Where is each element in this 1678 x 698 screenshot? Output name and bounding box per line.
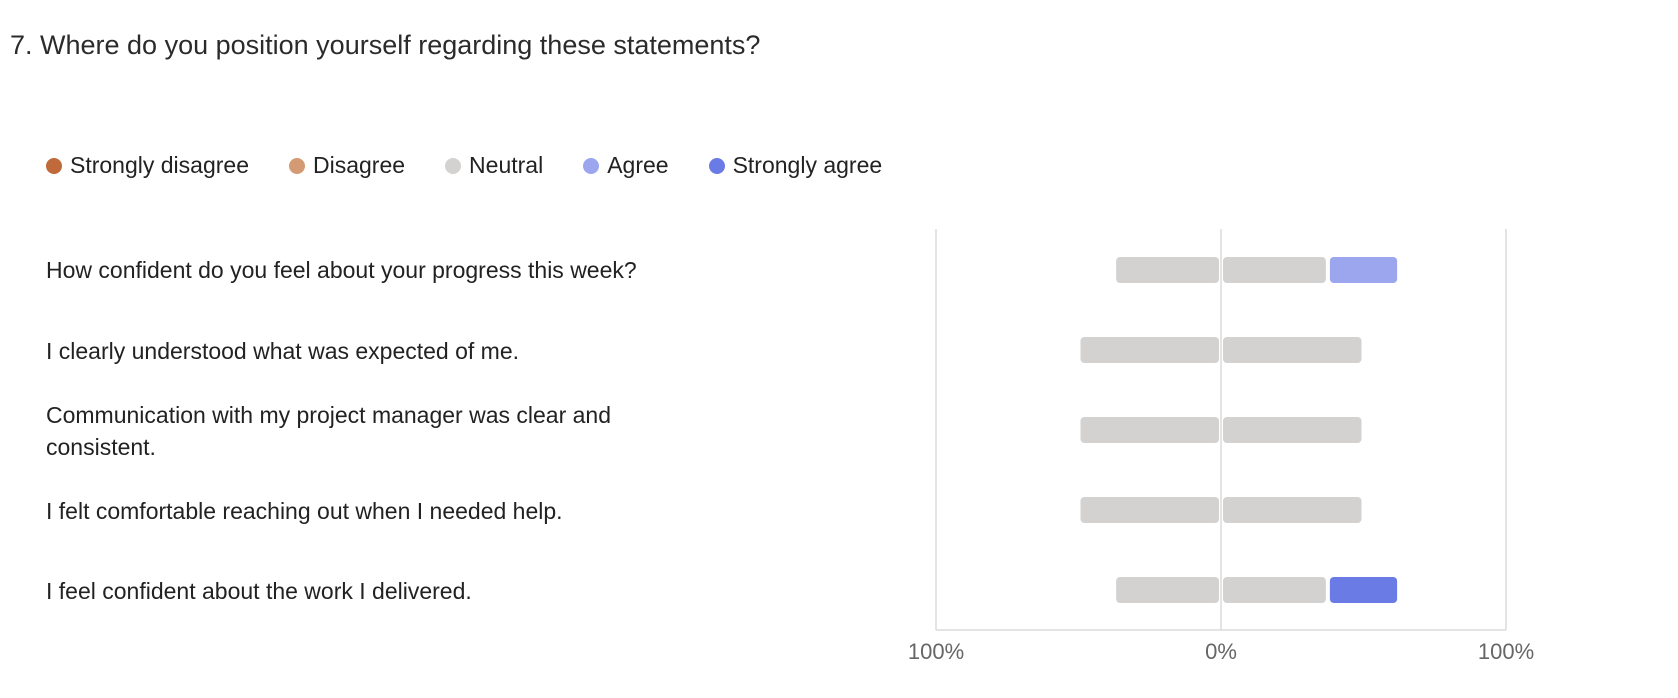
bar-neutral-row-2[interactable] (1223, 337, 1362, 363)
legend-dot-icon (445, 157, 462, 174)
statement-label: I clearly understood what was expected o… (46, 338, 520, 364)
legend-dot-icon (583, 157, 600, 174)
legend-label: Disagree (313, 152, 406, 178)
legend-label: Agree (607, 152, 669, 178)
bar-neutral-row-5[interactable] (1223, 577, 1326, 603)
legend-dot-icon (708, 157, 725, 174)
bar-agree-row-1[interactable] (1329, 257, 1398, 283)
x-tick-label: 100% (1478, 639, 1534, 664)
statement-label: How confident do you feel about your pro… (46, 257, 637, 283)
legend-label: Strongly disagree (70, 152, 249, 178)
bar-neutral-row-3[interactable] (1223, 417, 1362, 443)
statement-label: Communication with my project manager wa… (46, 402, 612, 460)
statement-label: I felt comfortable reaching out when I n… (46, 498, 563, 524)
legend-item-disagree[interactable]: Disagree (289, 152, 405, 179)
legend-label: Neutral (469, 152, 544, 178)
legend-label: Strongly agree (732, 152, 883, 178)
bar-neutral-row-4[interactable] (1223, 497, 1362, 523)
legend-dot-icon (46, 157, 62, 174)
bar-neutral-row-5[interactable] (1116, 577, 1219, 603)
bar-group (1080, 257, 1398, 603)
bar-neutral-row-2[interactable] (1080, 337, 1220, 363)
legend-item-strongly-disagree[interactable]: Strongly disagree (46, 152, 249, 179)
statement-label: I feel confident about the work I delive… (46, 578, 472, 604)
legend-item-agree[interactable]: Agree (583, 152, 669, 179)
legend-dot-icon (289, 157, 305, 174)
bar-neutral-row-4[interactable] (1080, 497, 1220, 523)
x-tick-label: 100% (908, 639, 964, 664)
x-tick-label: 0% (1205, 639, 1237, 664)
question-title: 7. Where do you position yourself regard… (10, 30, 761, 60)
chart-legend: Strongly disagree Disagree Neutral Agree… (46, 152, 922, 179)
legend-item-neutral[interactable]: Neutral (445, 152, 543, 179)
bar-neutral-row-1[interactable] (1116, 257, 1219, 283)
bar-strongly-agree-row-5[interactable] (1329, 577, 1398, 603)
bar-neutral-row-3[interactable] (1080, 417, 1220, 443)
legend-item-strongly-agree[interactable]: Strongly agree (708, 152, 883, 179)
bar-neutral-row-1[interactable] (1223, 257, 1326, 283)
